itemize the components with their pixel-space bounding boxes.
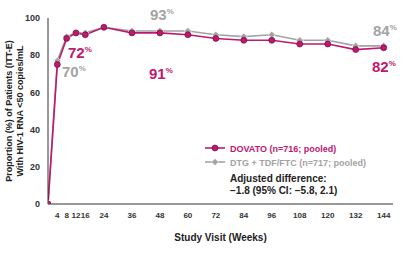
svg-text:132: 132	[349, 211, 363, 220]
svg-text:4: 4	[55, 211, 60, 220]
svg-text:48: 48	[155, 211, 164, 220]
svg-text:12: 12	[72, 211, 81, 220]
svg-text:40: 40	[30, 125, 40, 135]
svg-text:60: 60	[183, 211, 192, 220]
svg-text:82%: 82%	[372, 58, 396, 75]
svg-text:120: 120	[321, 211, 335, 220]
svg-text:93%: 93%	[150, 6, 174, 23]
svg-text:100: 100	[25, 13, 40, 23]
svg-text:144: 144	[377, 211, 391, 220]
svg-text:84: 84	[239, 211, 248, 220]
svg-text:0: 0	[35, 199, 40, 209]
svg-text:80: 80	[30, 50, 40, 60]
svg-text:96: 96	[267, 211, 276, 220]
svg-text:8: 8	[64, 211, 69, 220]
svg-text:16: 16	[81, 211, 90, 220]
svg-text:DTG + TDF/FTC (n=717; pooled): DTG + TDF/FTC (n=717; pooled)	[230, 158, 366, 168]
svg-text:72%: 72%	[68, 44, 92, 61]
svg-text:Proportion (%) of Patients (IT: Proportion (%) of Patients (ITT-E)	[8, 40, 14, 182]
svg-text:20: 20	[30, 162, 40, 172]
svg-text:70%: 70%	[62, 63, 86, 80]
svg-text:60: 60	[30, 88, 40, 98]
svg-text:DOVATO (n=716; pooled): DOVATO (n=716; pooled)	[230, 144, 336, 154]
svg-text:With HIV-1 RNA <50 copies/mL: With HIV-1 RNA <50 copies/mL	[15, 45, 25, 176]
svg-text:−1.8 (95% CI: −5.8, 2.1): −1.8 (95% CI: −5.8, 2.1)	[230, 185, 337, 196]
svg-text:Adjusted difference:: Adjusted difference:	[230, 173, 327, 184]
svg-text:91%: 91%	[149, 65, 173, 82]
svg-text:36: 36	[127, 211, 136, 220]
svg-text:84%: 84%	[373, 22, 397, 39]
svg-text:Study Visit (Weeks): Study Visit (Weeks)	[174, 232, 266, 243]
svg-text:108: 108	[293, 211, 307, 220]
svg-text:24: 24	[99, 211, 108, 220]
svg-text:72: 72	[211, 211, 220, 220]
